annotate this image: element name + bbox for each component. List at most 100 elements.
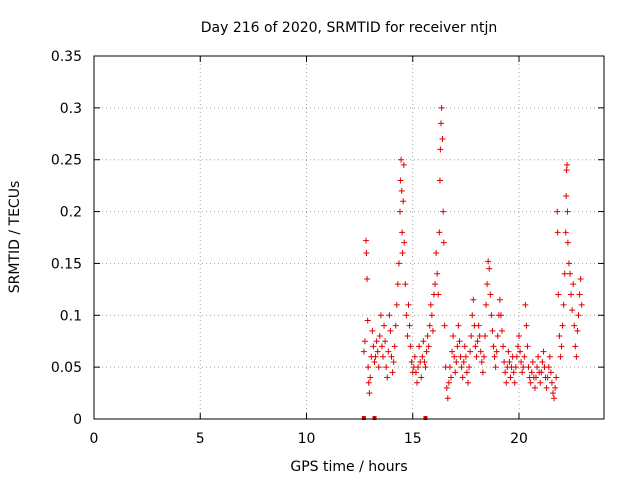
y-axis-label: SRMTID / TECUs (7, 181, 23, 294)
axis-ticks (93, 55, 604, 420)
data-point (576, 291, 583, 298)
data-point (467, 348, 474, 355)
data-point (381, 322, 388, 329)
data-point (511, 379, 518, 386)
data-point (364, 275, 371, 282)
data-point (554, 208, 561, 215)
y-tick-label: 0.25 (51, 153, 82, 169)
data-point (568, 291, 575, 298)
data-point (565, 260, 572, 267)
data-point (505, 348, 512, 355)
y-tick-label: 0 (73, 412, 82, 428)
data-point (567, 270, 573, 277)
data-point (370, 343, 377, 350)
data-point (525, 364, 532, 371)
data-point (485, 258, 492, 265)
data-point (564, 239, 571, 246)
data-point (367, 374, 374, 381)
data-point (414, 379, 420, 386)
data-point (499, 327, 505, 334)
data-point (533, 374, 539, 381)
data-point (375, 364, 382, 371)
data-point (394, 281, 401, 288)
data-point (516, 333, 522, 340)
data-point (482, 333, 488, 340)
data-point (411, 353, 418, 360)
data-point (360, 348, 367, 355)
data-point (474, 338, 481, 345)
data-point (422, 364, 429, 371)
data-point (440, 208, 447, 215)
data-point (387, 327, 394, 334)
data-point (424, 333, 431, 340)
data-point (473, 353, 480, 360)
data-point (438, 120, 445, 127)
data-point (470, 296, 477, 303)
data-point (553, 374, 560, 381)
data-point (408, 358, 415, 365)
data-point (376, 333, 383, 340)
data-point (548, 379, 555, 386)
data-point (374, 348, 381, 355)
baseline-markers (361, 416, 428, 420)
data-points (360, 104, 585, 402)
data-point (369, 327, 376, 334)
data-point (412, 369, 419, 376)
data-point (540, 348, 547, 355)
data-point (398, 156, 405, 163)
data-point (503, 379, 510, 386)
data-point (397, 177, 404, 184)
data-point (399, 229, 406, 236)
data-point (383, 364, 390, 371)
data-point (373, 338, 380, 345)
data-point (377, 312, 384, 319)
x-tick-labels: 0 5 10 15 20 (90, 431, 528, 447)
data-point (436, 177, 443, 184)
data-point (544, 374, 551, 381)
data-point (428, 312, 435, 319)
data-point (385, 348, 392, 355)
data-point (451, 353, 458, 360)
data-point (426, 322, 433, 329)
data-point (572, 343, 579, 350)
data-point (441, 322, 448, 329)
data-point (555, 291, 562, 298)
data-point (502, 369, 509, 376)
data-point (543, 384, 550, 391)
data-point (546, 353, 553, 360)
data-point (493, 348, 500, 355)
data-point (450, 333, 457, 340)
data-point (454, 343, 461, 350)
data-point (361, 338, 368, 345)
data-point (500, 343, 507, 350)
data-point (395, 260, 402, 267)
data-point (573, 353, 580, 360)
data-point (378, 343, 385, 350)
data-point (453, 358, 460, 365)
data-point (527, 379, 534, 386)
data-point (420, 338, 427, 345)
data-point (550, 390, 556, 397)
data-point (389, 369, 396, 376)
data-point (569, 307, 576, 314)
data-point (401, 239, 408, 246)
data-point (489, 327, 496, 334)
data-point (436, 229, 443, 236)
y-tick-label: 0.3 (60, 101, 82, 117)
data-point (545, 364, 552, 371)
data-point (459, 374, 466, 381)
data-point (510, 369, 517, 376)
data-point (444, 395, 451, 402)
data-point (480, 353, 487, 360)
data-point (405, 301, 412, 308)
data-point (382, 338, 389, 345)
data-point (571, 322, 578, 329)
data-point (429, 327, 436, 334)
data-point (448, 374, 454, 381)
data-point (364, 317, 371, 324)
data-point (398, 187, 405, 194)
data-point (496, 296, 503, 303)
data-point (494, 333, 501, 340)
x-tick-label: 5 (196, 431, 205, 447)
data-point (402, 281, 409, 288)
